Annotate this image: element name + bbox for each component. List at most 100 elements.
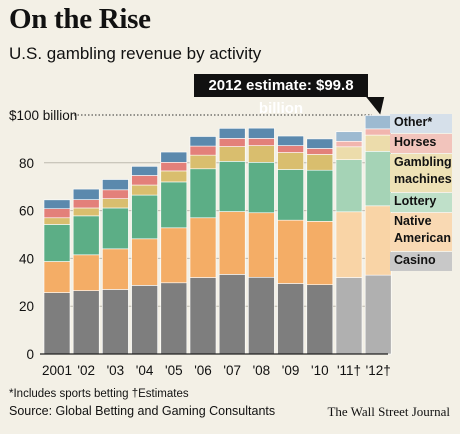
bar-horses-0 [43,208,71,219]
chart-subtitle: U.S. gambling revenue by activity [9,44,262,63]
bar-other-1 [72,188,100,200]
bar-casino-1 [72,290,100,355]
x-tick-label-4: '05 [165,363,183,378]
bar-horses-6 [218,138,246,147]
bar-native-american-10 [335,211,363,278]
bar-native-american-4 [160,227,188,284]
bar-other-6 [218,128,246,139]
bar-other-0 [43,199,71,209]
x-tick-label-0: 2001 [42,363,72,378]
x-tick-label-5: '06 [194,363,212,378]
chart-title: On the Rise [9,3,151,35]
bar-gambling-machines-5 [189,154,217,170]
bar-native-american-5 [189,217,217,278]
bar-lottery-6 [218,161,246,212]
bar-horses-10 [335,140,363,148]
bar-lottery-1 [72,215,100,256]
bar-gambling-machines-6 [218,146,246,162]
bar-horses-2 [102,189,129,199]
bar-horses-5 [189,145,217,156]
bar-native-american-11 [364,205,392,276]
bar-native-american-1 [72,254,100,291]
bar-native-american-7 [248,212,275,278]
x-tick-label-3: '04 [136,363,154,378]
bar-native-american-6 [218,211,246,275]
bar-casino-5 [189,277,217,355]
bar-gambling-machines-8 [277,152,304,170]
legend-other: Other* [390,114,452,133]
legend-lottery: Lottery [390,193,452,212]
bar-gambling-machines-7 [248,145,275,163]
bar-gambling-machines-0 [43,217,71,225]
bar-lottery-4 [160,181,188,229]
bar-other-9 [306,138,334,149]
bar-lottery-7 [248,162,275,214]
bar-other-3 [131,166,158,176]
bar-horses-8 [277,145,304,153]
bar-other-11 [364,115,392,130]
x-tick-label-10: '11† [337,363,361,378]
footnote: *Includes sports betting †Estimates [9,388,189,400]
bar-horses-9 [306,148,334,155]
bar-lottery-11 [364,151,392,207]
bar-gambling-machines-4 [160,170,188,183]
bar-native-american-3 [131,238,158,286]
legend-label-casino: Casino [394,253,436,267]
source-note: Source: Global Betting and Gaming Consul… [9,404,276,418]
bar-native-american-8 [277,219,304,284]
legend-horses: Horses [390,134,452,153]
bar-horses-7 [248,138,275,146]
bar-gambling-machines-2 [102,198,129,209]
bar-gambling-machines-9 [306,154,334,171]
legend-label-other: Other* [394,115,433,129]
bar-casino-10 [335,277,363,355]
legend-gambling-machines: Gambling machines [390,154,452,192]
bar-casino-9 [306,284,334,355]
bar-gambling-machines-11 [364,134,392,152]
bar-lottery-8 [277,169,304,221]
y-tick-label-80: 80 [19,156,34,171]
legend-label-gambling-machines: Gambling machines [394,155,452,186]
y-tick-label-100: $100 billion [9,108,77,123]
bar-other-8 [277,135,304,146]
bar-casino-0 [43,292,71,355]
legend-label-native-american: Native American [394,214,451,245]
x-tick-label-6: '07 [223,363,241,378]
bar-lottery-2 [102,207,129,250]
bar-other-10 [335,131,363,142]
publication-credit: The Wall Street Journal [327,404,450,419]
y-tick-label-20: 20 [19,299,34,314]
bar-native-american-0 [43,261,71,293]
bar-horses-1 [72,199,100,209]
bar-casino-11 [364,274,392,355]
bar-other-4 [160,151,188,163]
bar-lottery-9 [306,169,334,222]
bar-horses-11 [364,128,392,136]
bar-other-7 [248,127,275,139]
bar-casino-7 [248,276,275,355]
bar-gambling-machines-1 [72,207,100,217]
legend-label-lottery: Lottery [394,194,437,208]
bar-other-2 [102,179,129,191]
callout-pointer [366,97,385,115]
bar-horses-4 [160,162,188,172]
bar-native-american-9 [306,221,334,285]
bar-casino-3 [131,285,158,355]
y-tick-label-60: 60 [19,204,34,219]
legend-casino: Casino [390,252,452,271]
legend-native-american: Native American [390,213,452,251]
estimate-callout: 2012 estimate: $99.8 billion [194,74,368,117]
bar-casino-6 [218,274,246,355]
x-tick-label-9: '10 [311,363,329,378]
bar-lottery-3 [131,194,158,240]
y-tick-label-40: 40 [19,251,34,266]
x-tick-label-7: '08 [253,363,271,378]
x-tick-label-8: '09 [282,363,300,378]
bar-casino-2 [102,289,129,355]
x-tick-label-2: '03 [107,363,125,378]
bar-casino-4 [160,282,188,355]
bar-lottery-0 [43,224,71,262]
x-tick-label-11: '12† [366,363,391,378]
bar-gambling-machines-10 [335,146,363,160]
